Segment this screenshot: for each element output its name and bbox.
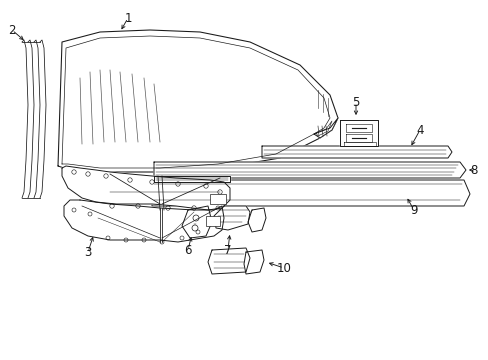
Polygon shape (247, 208, 265, 232)
Text: 4: 4 (415, 123, 423, 136)
Polygon shape (152, 180, 469, 206)
Text: 6: 6 (184, 243, 191, 256)
Text: 8: 8 (469, 163, 477, 176)
Text: 7: 7 (224, 243, 231, 256)
Text: 3: 3 (84, 246, 92, 258)
Polygon shape (244, 250, 264, 274)
Polygon shape (262, 146, 451, 158)
Polygon shape (62, 166, 229, 210)
Bar (209, 194, 225, 204)
Text: 5: 5 (351, 95, 359, 108)
Polygon shape (182, 206, 212, 238)
Polygon shape (339, 120, 377, 146)
Polygon shape (64, 200, 224, 242)
Polygon shape (207, 248, 249, 274)
Polygon shape (214, 206, 249, 230)
Text: 9: 9 (409, 203, 417, 216)
Text: 1: 1 (124, 12, 131, 24)
Polygon shape (154, 162, 465, 178)
Text: 2: 2 (8, 23, 16, 36)
Polygon shape (154, 176, 229, 182)
Polygon shape (313, 118, 337, 138)
Polygon shape (58, 30, 337, 172)
Text: 10: 10 (276, 261, 291, 274)
Bar (205, 216, 220, 226)
